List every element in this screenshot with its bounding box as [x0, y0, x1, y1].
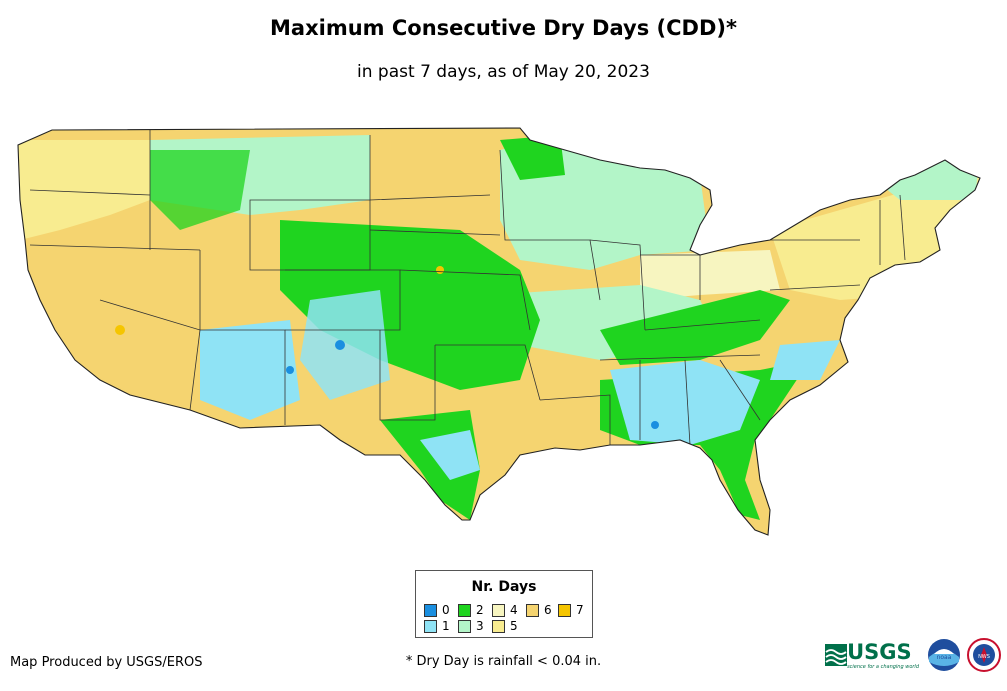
- legend-swatch: [424, 619, 437, 633]
- legend-swatch: [558, 603, 571, 617]
- legend-item-6: 6: [526, 603, 552, 617]
- legend-item-1: 1: [424, 619, 450, 633]
- noaa-logo-icon: noaa: [928, 639, 960, 671]
- legend-title: Nr. Days: [471, 579, 537, 595]
- legend-swatch: [526, 603, 539, 617]
- svg-text:NWS: NWS: [978, 654, 990, 660]
- legend-item-7: 7: [558, 603, 584, 617]
- usgs-wave-icon: [825, 644, 848, 666]
- legend-item-2: 2: [458, 603, 484, 617]
- usgs-logo: USGS science for a changing world: [825, 640, 919, 670]
- legend-item-4: 4: [492, 603, 518, 617]
- legend-item-5: 5: [492, 619, 518, 633]
- legend-item-3: 3: [458, 619, 484, 633]
- footnote: * Dry Day is rainfall < 0.04 in.: [405, 654, 602, 669]
- legend-swatch: [424, 603, 437, 617]
- legend-swatch: [492, 603, 505, 617]
- usgs-tagline: science for a changing world: [847, 664, 919, 670]
- legend-item-0: 0: [424, 603, 450, 617]
- map-title: Maximum Consecutive Dry Days (CDD)*: [270, 16, 737, 40]
- legend: Nr. Days 0 1 2 3 4 5 6 7: [415, 570, 593, 638]
- nws-logo-icon: NWS: [967, 638, 1001, 672]
- logo-group: USGS science for a changing world noaa N…: [825, 638, 1001, 672]
- legend-swatch: [458, 619, 471, 633]
- usgs-text: USGS: [847, 640, 912, 664]
- cdd-map: [17, 127, 981, 536]
- map-subtitle: in past 7 days, as of May 20, 2023: [357, 62, 650, 82]
- legend-swatch: [458, 603, 471, 617]
- map-credit: Map Produced by USGS/EROS: [10, 655, 203, 670]
- svg-text:noaa: noaa: [937, 654, 952, 661]
- legend-swatch: [492, 619, 505, 633]
